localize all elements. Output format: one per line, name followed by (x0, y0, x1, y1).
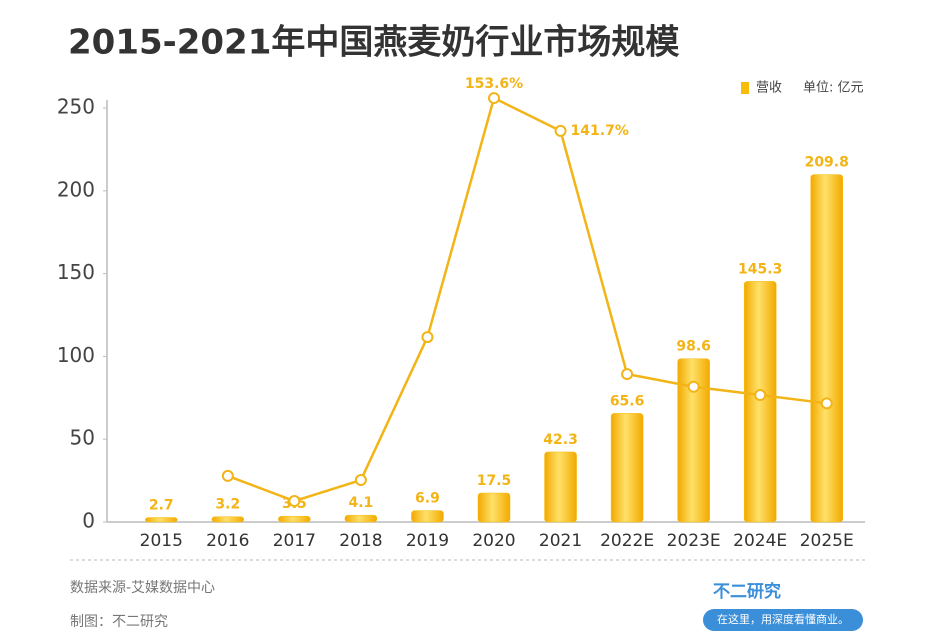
brand-logo: 不二研究 (713, 581, 781, 602)
x-tick-label: 2018 (339, 531, 382, 551)
line-point (421, 331, 434, 344)
x-tick-label: 2019 (406, 531, 449, 551)
chart-title: 2015-2021年中国燕麦奶行业市场规模 (68, 23, 679, 63)
bar (610, 413, 644, 523)
x-tick-label: 2025E (800, 531, 854, 551)
bar-value-label: 65.6 (610, 393, 645, 409)
line-point (221, 469, 234, 482)
line-point (288, 495, 301, 508)
line-value-label: 153.6% (465, 76, 523, 92)
bar-value-label: 6.9 (415, 491, 440, 507)
line-value-label: 141.7% (571, 123, 629, 139)
x-tick-label: 2015 (140, 531, 183, 551)
x-tick-label: 2024E (733, 531, 787, 551)
bar (677, 358, 710, 523)
bar-value-label: 17.5 (477, 473, 512, 489)
y-tick-label: 0 (82, 509, 95, 533)
line (227, 96, 827, 503)
bar-value-label: 209.8 (805, 155, 849, 171)
unit-label: 单位: 亿元 (803, 81, 864, 96)
line-point (554, 124, 567, 137)
bar (411, 510, 444, 523)
line-point (820, 397, 833, 410)
bar-value-label: 42.3 (543, 432, 578, 448)
line-point (621, 368, 634, 381)
credit-note: 制图：不二研究 (70, 614, 168, 630)
x-tick-label: 2023E (667, 531, 721, 551)
y-tick-label: 100 (57, 343, 95, 367)
line-point (687, 380, 700, 393)
y-tick-label: 150 (57, 260, 95, 284)
y-tick-label: 200 (57, 177, 95, 201)
y-tick-label: 250 (57, 95, 95, 119)
bar (477, 492, 511, 523)
x-tick-label: 2022E (600, 531, 654, 551)
bar-value-label: 2.7 (149, 498, 174, 514)
bar-value-label: 98.6 (676, 339, 711, 355)
bar-value-label: 3.2 (215, 497, 240, 513)
bar (810, 174, 843, 523)
bar (211, 516, 245, 523)
x-tick-label: 2016 (206, 531, 249, 551)
bar (145, 517, 178, 523)
bar-value-label: 145.3 (738, 261, 782, 277)
bar (544, 451, 577, 523)
slogan: 在这里，用深度看懂商业。 (717, 612, 849, 626)
bar (278, 515, 311, 523)
line-point (354, 474, 367, 487)
x-tick-label: 2017 (273, 531, 316, 551)
x-tick-label: 2020 (472, 531, 515, 551)
legend-label: 营收 (756, 81, 782, 96)
x-tick-label: 2021 (539, 531, 582, 551)
bar (743, 281, 777, 523)
y-tick-label: 50 (70, 426, 95, 450)
slogan-badge (703, 609, 863, 631)
legend-swatch (741, 82, 749, 94)
line-point (754, 389, 767, 402)
bar-value-label: 4.1 (349, 495, 374, 511)
line-point (488, 92, 500, 105)
source-note: 数据来源-艾媒数据中心 (70, 580, 215, 596)
bar (344, 514, 378, 523)
